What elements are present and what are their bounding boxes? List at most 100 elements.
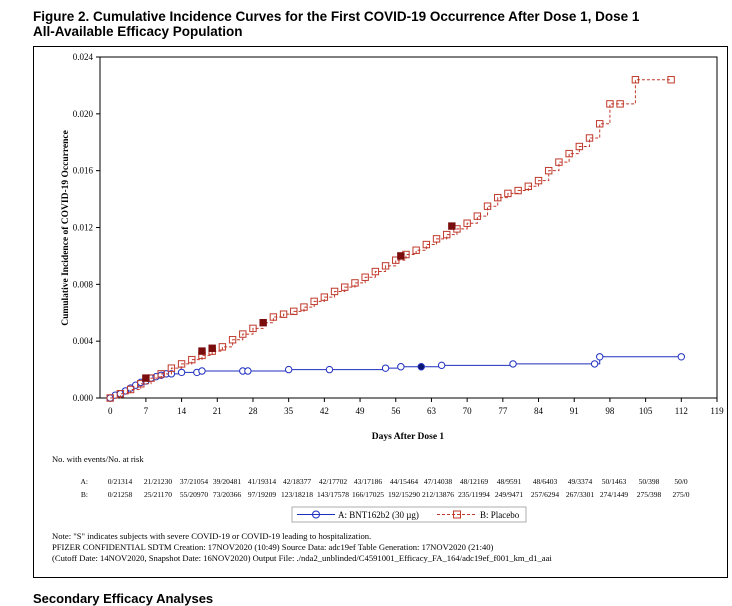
plot-area: [99, 56, 718, 399]
series-a-point: [244, 367, 252, 375]
series-b-point: [422, 240, 431, 249]
figure-frame: [33, 46, 728, 578]
series-b-point: [575, 142, 584, 151]
figure-title-line2: All-Available Efficacy Population: [33, 24, 243, 39]
series-b-severe-point: [397, 252, 405, 260]
series-b-point: [341, 283, 349, 291]
risk-cell: 275/398: [637, 490, 662, 499]
series-b-point: [631, 76, 640, 84]
series-b-point: [279, 310, 288, 318]
series-b-point: [218, 343, 227, 351]
y-tick-label: 0.016: [73, 166, 94, 176]
series-b-point: [555, 158, 563, 166]
risk-cell: 212/13876: [422, 490, 454, 499]
series-b-point: [167, 364, 176, 372]
legend-b-marker: [453, 510, 461, 519]
series-b-point: [228, 336, 237, 344]
risk-cell: 21/21230: [144, 477, 173, 486]
risk-cell: 257/6294: [531, 490, 560, 499]
x-tick-label: 91: [570, 406, 579, 416]
x-tick-label: 0: [108, 406, 113, 416]
series-b-point: [412, 246, 420, 254]
x-tick-label: 7: [144, 406, 149, 416]
risk-cell: 166/17025: [352, 490, 384, 499]
risk-cell: 97/19209: [248, 490, 277, 499]
series-b-point: [381, 262, 390, 270]
x-tick-label: 119: [710, 406, 724, 416]
series-b-point: [310, 297, 318, 306]
x-tick-label: 98: [605, 406, 615, 416]
series-b-point: [249, 324, 257, 333]
risk-cell: 0/21258: [108, 490, 133, 499]
risk-cell: 49/3374: [568, 477, 593, 486]
series-a-point: [596, 353, 604, 361]
series-b-point: [483, 202, 492, 210]
risk-cell: 123/18218: [281, 490, 313, 499]
series-b-point: [667, 76, 675, 84]
y-tick-label: 0.024: [73, 52, 94, 62]
note-confidential: PFIZER CONFIDENTIAL SDTM Creation: 17NOV…: [52, 542, 494, 552]
series-b-point: [504, 189, 512, 198]
series-b-point: [320, 293, 329, 301]
risk-cell: 44/15464: [390, 477, 419, 486]
x-axis-label: Days After Dose 1: [372, 432, 445, 442]
series-a-point: [437, 361, 446, 370]
y-tick-label: 0.004: [73, 336, 94, 346]
series-b-severe-point: [208, 344, 216, 352]
series-b-point: [106, 394, 114, 402]
legend-a-label: A: BNT162b2 (30 µg): [338, 510, 419, 520]
series-b-point: [269, 313, 278, 321]
series-b-point: [259, 318, 267, 327]
series-a-point: [198, 367, 206, 375]
series-b-point: [157, 370, 165, 378]
series-b-point: [371, 267, 380, 276]
risk-cell: 25/21170: [144, 490, 172, 499]
risk-cell: 274/1449: [600, 490, 629, 499]
series-b-point: [290, 307, 298, 316]
x-tick-label: 28: [248, 406, 258, 416]
legend: A: BNT162b2 (30 µg) B: Placebo: [291, 506, 527, 523]
risk-cell: 41/19314: [248, 477, 277, 486]
series-b-point: [534, 176, 543, 185]
x-tick-label: 84: [534, 406, 544, 416]
series-b-point: [514, 186, 522, 195]
risk-cell: 42/18377: [283, 477, 312, 486]
series-b-point: [596, 120, 604, 128]
series-b-point: [606, 100, 614, 108]
series-a-point: [590, 360, 599, 368]
series-b-point: [137, 380, 145, 388]
figure-title-line1: Figure 2. Cumulative Incidence Curves fo…: [33, 9, 640, 24]
risk-cell: 0/21314: [108, 477, 133, 486]
y-tick-label: 0.000: [73, 393, 94, 403]
series-a-point: [381, 364, 390, 372]
series-b-point: [545, 166, 553, 175]
risk-cell: 192/15290: [388, 490, 420, 499]
series-b-point: [330, 287, 339, 296]
risk-cell: 37/21054: [180, 477, 209, 486]
risk-cell: 50/398: [639, 477, 660, 486]
risk-cell: 48/12169: [460, 477, 489, 486]
x-tick-label: 35: [284, 406, 294, 416]
series-b-point: [473, 212, 482, 220]
series-b-point: [494, 193, 502, 202]
risk-row-label: B:: [81, 490, 88, 499]
risk-cell: 249/9471: [495, 490, 524, 499]
series-b-point: [463, 219, 471, 227]
risk-cell: 50/0: [674, 477, 688, 486]
y-tick-label: 0.008: [73, 279, 94, 289]
note-severe: Note: "S" indicates subjects with severe…: [52, 531, 372, 541]
risk-cell: 235/11994: [458, 490, 490, 499]
series-b-point: [565, 149, 573, 158]
series-b-point: [585, 134, 594, 142]
risk-cell: 73/20366: [213, 490, 242, 499]
risk-cell: 275/0: [672, 490, 689, 499]
x-tick-label: 77: [498, 406, 508, 416]
risk-cell: 55/20970: [180, 490, 209, 499]
x-tick-label: 63: [427, 406, 437, 416]
risk-cell: 42/17702: [319, 477, 348, 486]
series-b-point: [126, 385, 135, 394]
x-tick-label: 14: [177, 406, 187, 416]
note-output-file: (Cutoff Date: 14NOV2020, Snapshot Date: …: [52, 553, 552, 563]
x-tick-label: 49: [356, 406, 366, 416]
